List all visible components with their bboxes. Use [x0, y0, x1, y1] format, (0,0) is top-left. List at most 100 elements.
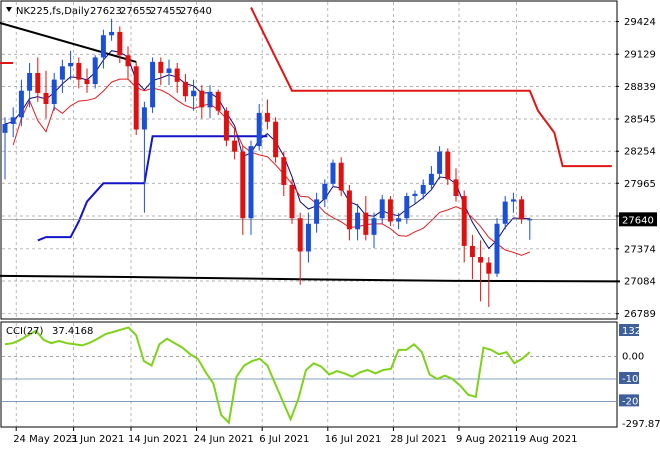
ohlc-high: 27655	[120, 6, 152, 17]
x-tick-label: 19 Aug 2021	[513, 434, 577, 445]
candle	[125, 46, 131, 80]
cci-tick-label: -297.8748	[622, 419, 660, 430]
candle	[223, 107, 229, 147]
cci-tick-box	[619, 371, 639, 384]
candle	[478, 240, 484, 302]
candle	[51, 72, 57, 111]
candle-body	[461, 196, 467, 246]
cci-line	[4, 326, 531, 425]
ohlc-low: 27455	[150, 6, 182, 17]
x-tick-label: 3 Jun 2021	[71, 434, 125, 445]
candle	[510, 192, 516, 213]
dropdown-triangle-icon[interactable]	[6, 7, 12, 12]
candle-body	[2, 123, 8, 133]
candle-body	[371, 218, 377, 235]
candle	[76, 57, 82, 89]
candle-body	[133, 66, 139, 130]
candle	[519, 196, 525, 224]
candle-body	[68, 62, 74, 67]
candle-body	[355, 212, 361, 230]
price-axis: 2942429129288392854528254279652767027374…	[616, 17, 657, 320]
candle	[68, 50, 74, 80]
candle	[297, 212, 303, 285]
candle-body	[51, 79, 57, 105]
candles	[2, 18, 533, 307]
x-tick-label: 14 Jun 2021	[128, 434, 188, 445]
candle	[248, 140, 254, 235]
cci-tick-label: -200	[622, 396, 645, 407]
candle	[182, 74, 188, 102]
candle-body	[207, 91, 213, 108]
price-tick-label: 28839	[624, 82, 656, 93]
candle-body	[453, 179, 459, 197]
candle	[232, 128, 238, 160]
candle-body	[158, 61, 164, 73]
candle	[379, 194, 385, 224]
candle-body	[420, 184, 426, 194]
cci-value: 37.4168	[52, 326, 93, 337]
fast-average-line	[4, 50, 530, 250]
candle	[346, 184, 352, 241]
candle-body	[404, 196, 410, 219]
current-price-box	[619, 212, 657, 227]
cci-panel-frame	[0, 321, 618, 428]
candle-body	[84, 79, 90, 85]
candle-body	[141, 107, 147, 130]
candle	[199, 85, 205, 119]
price-tick-label: 26789	[624, 309, 656, 320]
current-price-tag: 27640	[619, 212, 657, 227]
candle	[404, 192, 410, 224]
candle-body	[314, 199, 320, 224]
candle-body	[109, 31, 115, 36]
candle-body	[273, 121, 279, 158]
candle-body	[150, 61, 156, 108]
cci-tick-label: -100	[622, 374, 645, 385]
candle-body	[256, 112, 262, 147]
candle-body	[117, 31, 123, 56]
candle	[305, 212, 311, 263]
candle	[92, 55, 98, 89]
candle-body	[428, 173, 434, 185]
cci-tick-label: 0.00	[622, 352, 644, 363]
candle	[141, 101, 147, 213]
candle	[437, 146, 443, 180]
price-tick-label: 28254	[624, 147, 656, 158]
ohlc-open: 27623	[90, 6, 122, 17]
candle-body	[76, 62, 82, 80]
candle-body	[199, 90, 205, 108]
cci-tick-label: 132.4997	[622, 326, 660, 337]
candle	[281, 151, 287, 197]
candle-body	[437, 151, 443, 174]
price-header: NK225,fs,Daily 27623 27655 27455 27640	[6, 6, 212, 17]
candle	[420, 179, 426, 200]
candle-body	[305, 223, 311, 252]
step-line-2	[250, 7, 612, 168]
x-tick-label: 24 May 2021	[13, 434, 78, 445]
candle-body	[289, 184, 295, 219]
candle-body	[322, 183, 328, 200]
cci-tick-box	[619, 394, 639, 407]
cci-label: CCI(27)	[6, 326, 44, 337]
candle	[461, 190, 467, 263]
x-tick-label: 28 Jul 2021	[390, 434, 447, 445]
candle-body	[346, 190, 352, 230]
candle-body	[264, 112, 270, 122]
candle	[273, 117, 279, 163]
candle	[2, 117, 8, 180]
candle-body	[494, 223, 500, 274]
price-tick-label: 29424	[624, 17, 656, 28]
trendline-0	[0, 21, 137, 63]
candle-body	[240, 151, 246, 219]
candle	[502, 196, 508, 230]
cci-tick-box	[619, 324, 639, 336]
candle-body	[215, 91, 221, 111]
candle-body	[18, 90, 24, 118]
candle	[289, 179, 295, 224]
candle	[166, 59, 172, 86]
candle	[59, 59, 65, 93]
candle-body	[387, 199, 393, 222]
candle-body	[445, 151, 451, 180]
candle	[43, 70, 49, 119]
